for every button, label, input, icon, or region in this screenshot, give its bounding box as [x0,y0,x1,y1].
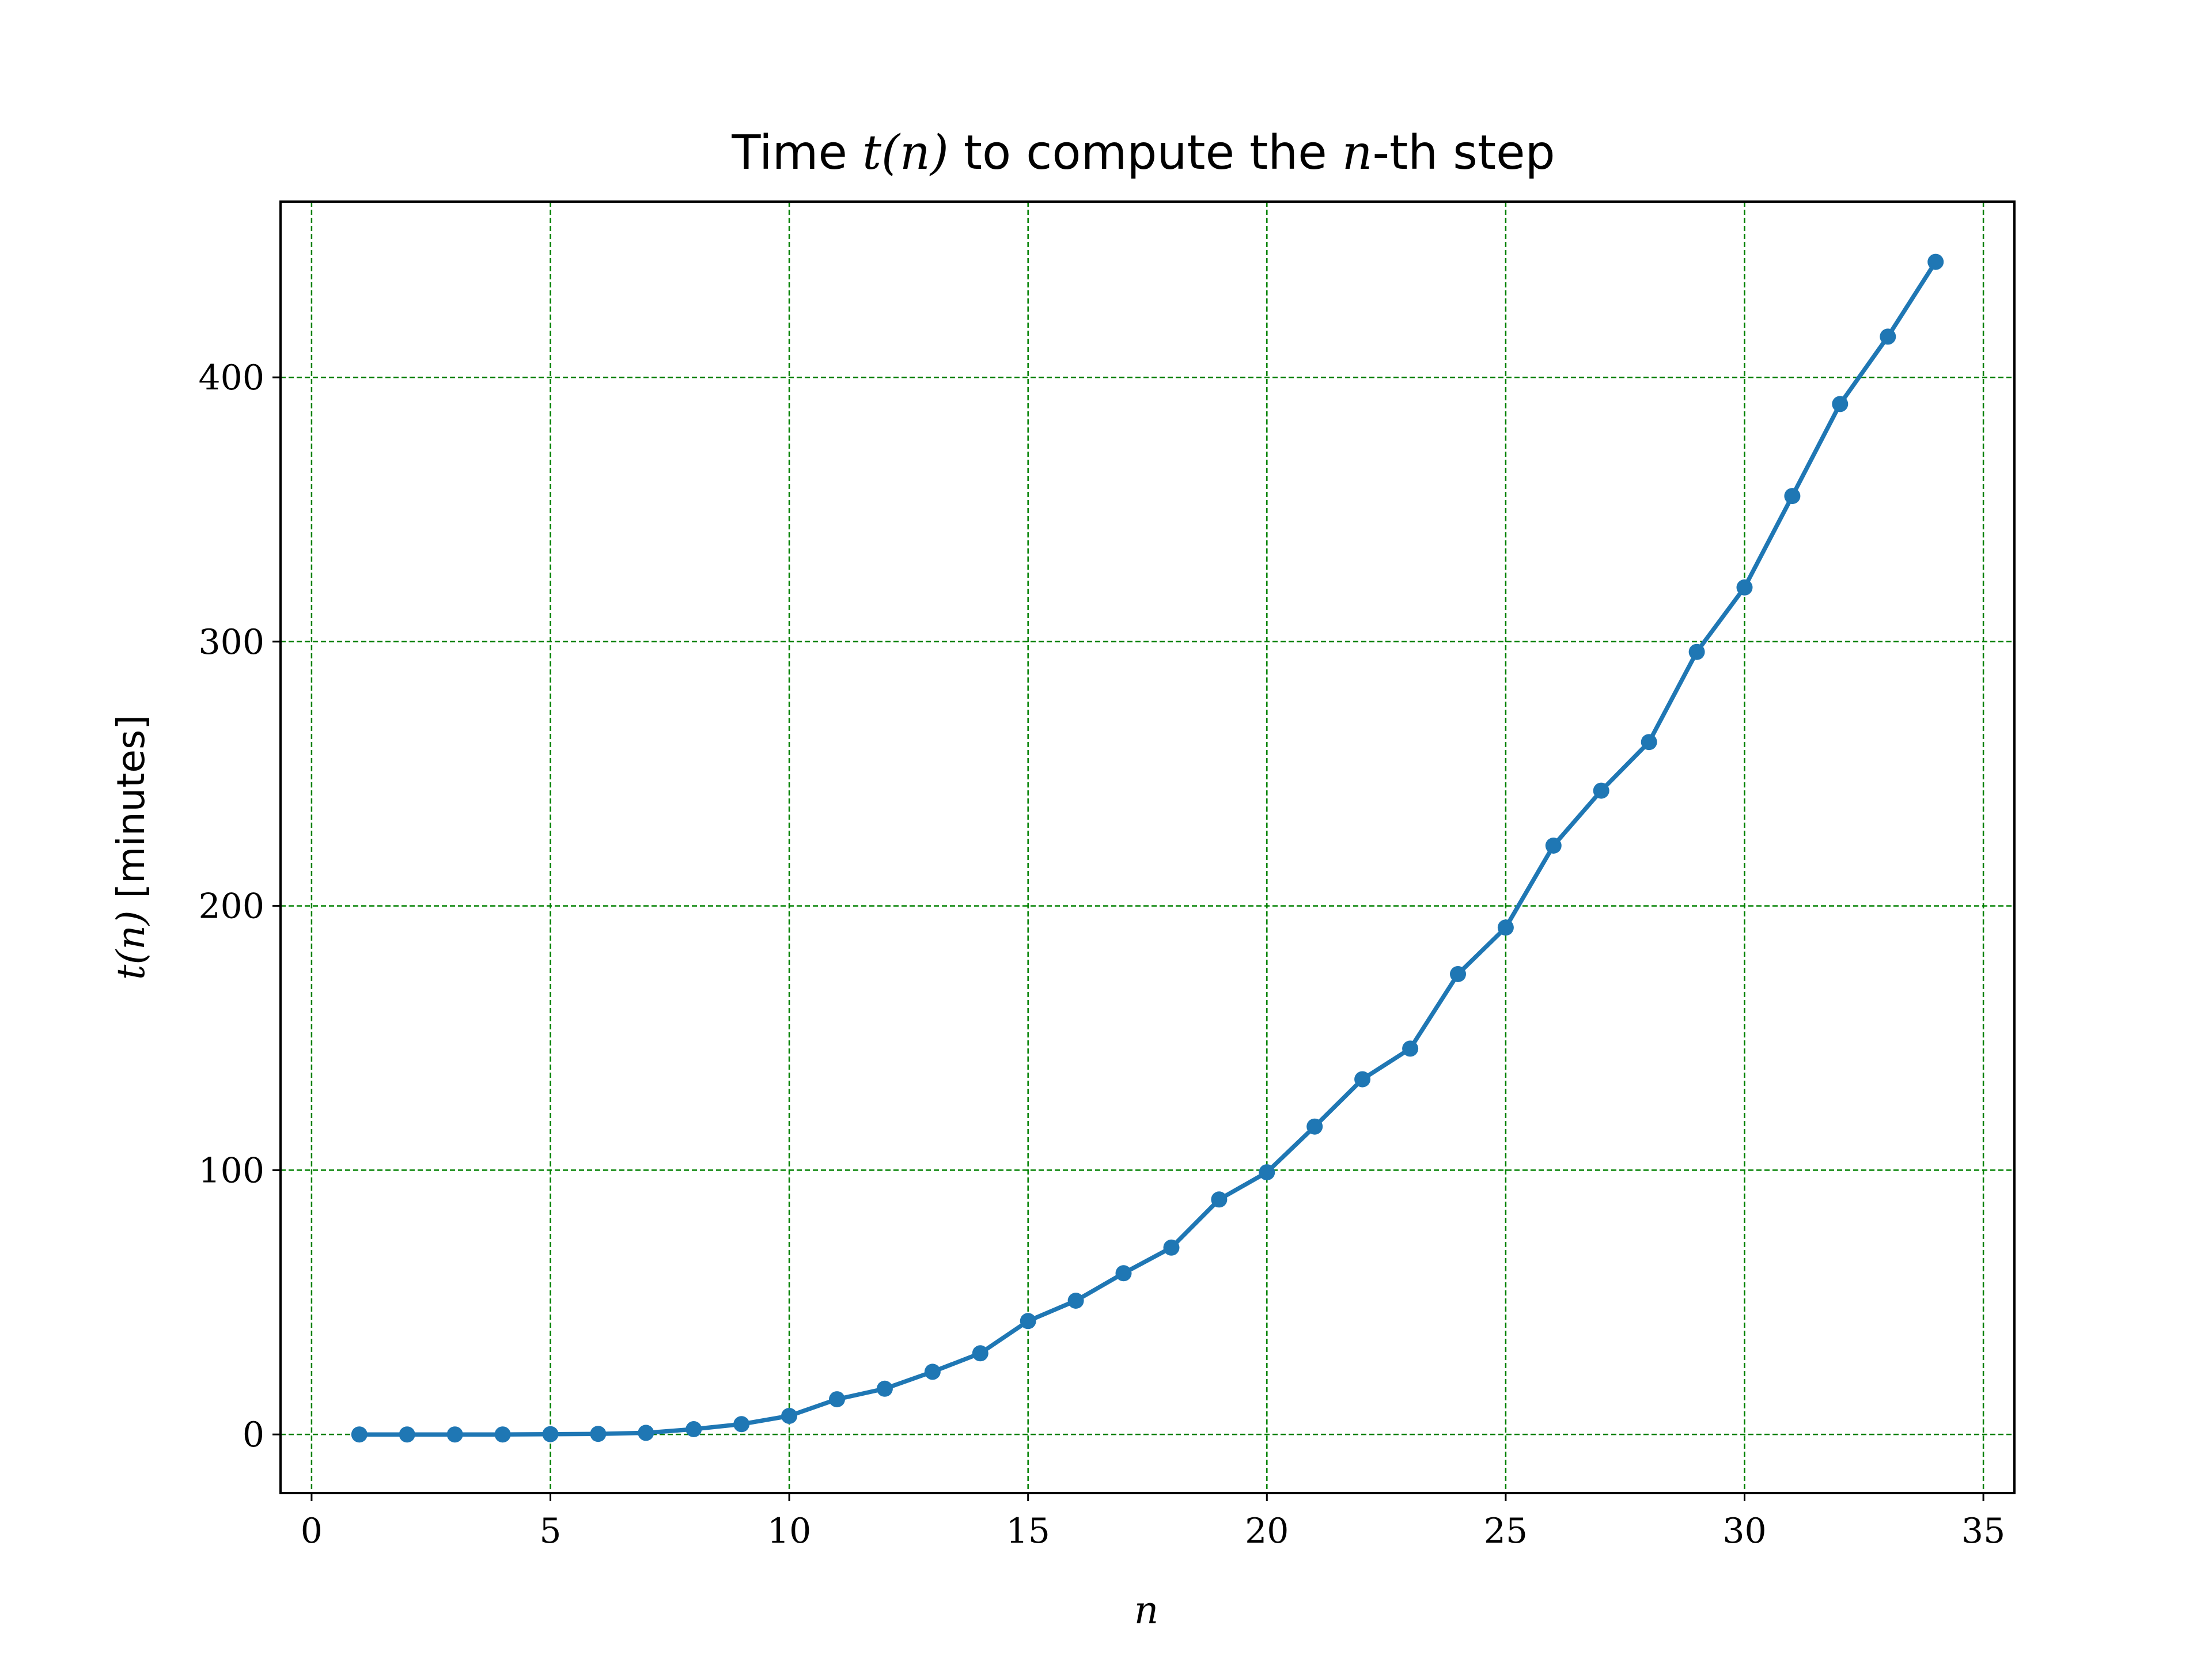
series-marker-layer [351,253,1944,1443]
x-tick-label: 15 [1006,1511,1050,1551]
data-point [1784,488,1801,505]
y-tick-label: 400 [198,358,264,398]
x-tick-label: 0 [301,1511,323,1551]
data-point [494,1426,511,1443]
data-point [1450,966,1466,982]
data-point [1020,1313,1036,1330]
data-point [1259,1164,1275,1181]
x-tick-label: 5 [539,1511,561,1551]
data-point [1067,1293,1084,1309]
chart-title: Time t(n) to compute the n-th step [731,126,1555,180]
title-math-n: n [1342,126,1373,180]
y-tick-label: 300 [198,622,264,662]
y-axis-label-math: t(n) [109,911,153,980]
data-point [399,1426,415,1443]
data-point [1641,734,1657,751]
data-point [1211,1191,1228,1208]
series-line-layer [357,259,1938,1437]
x-axis-label: n [1134,1588,1159,1633]
data-point [1115,1265,1132,1282]
data-point [781,1408,798,1424]
data-point [638,1425,654,1441]
data-point [972,1345,988,1362]
title-suffix: -th step [1373,126,1555,180]
y-tick-label: 200 [198,887,264,927]
title-middle: to compute the [949,126,1342,180]
data-point [1354,1071,1371,1088]
data-point [1880,328,1896,345]
data-point [1497,919,1514,936]
x-tick-label: 30 [1722,1511,1766,1551]
data-point [1402,1040,1419,1057]
data-point [829,1391,845,1408]
data-point [1927,253,1944,270]
title-math-t-of-n: t(n) [862,126,949,180]
data-point [1688,643,1705,660]
x-axis-ticks: 0 5 10 15 20 25 30 35 [301,1493,2005,1551]
data-point [446,1426,463,1443]
data-point [685,1421,702,1437]
data-point [1163,1239,1180,1256]
data-point [351,1426,368,1443]
data-point [733,1416,750,1433]
y-axis-ticks: 0 100 200 300 400 [198,358,281,1455]
data-point [1736,579,1753,596]
x-tick-label: 10 [767,1511,811,1551]
x-tick-label: 35 [1961,1511,2005,1551]
y-tick-label: 0 [243,1415,264,1455]
y-axis-label: t(n) [minutes] [109,715,153,980]
data-point [1593,782,1609,799]
y-tick-label: 100 [198,1150,264,1191]
grid [281,202,2014,1493]
data-point [590,1426,607,1442]
series-line [357,259,1938,1437]
data-point [1832,396,1849,412]
y-axis-label-text: [minutes] [109,715,153,911]
data-point [876,1380,893,1397]
title-prefix: Time [731,126,862,180]
x-tick-label: 20 [1245,1511,1289,1551]
data-point [924,1363,941,1380]
data-point [542,1426,559,1442]
x-tick-label: 25 [1484,1511,1528,1551]
data-point [1306,1118,1323,1135]
data-point [1545,838,1562,854]
plot-frame [279,200,2016,1494]
